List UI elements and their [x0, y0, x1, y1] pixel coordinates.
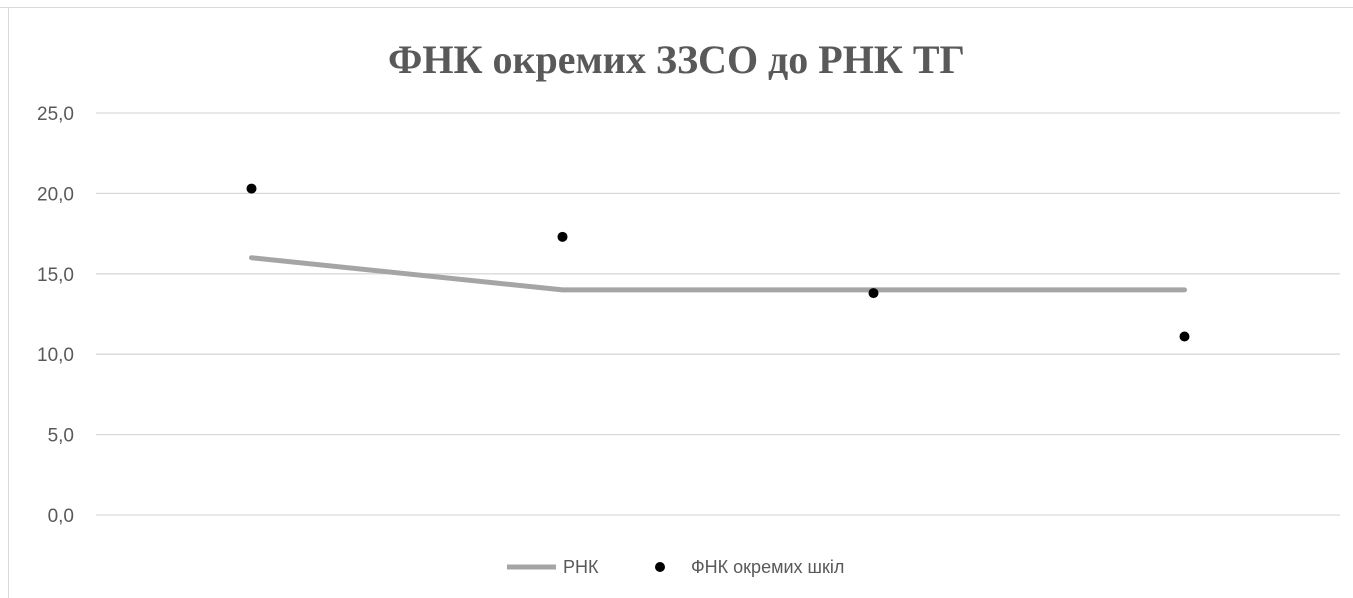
school-data-point — [1179, 331, 1190, 342]
legend-marker-swatch — [655, 562, 665, 572]
legend-label-schools: ФНК окремих шкіл — [691, 557, 844, 577]
y-tick-label: 20,0 — [37, 184, 74, 205]
legend-label-rnk: РНК — [563, 557, 599, 577]
school-data-point — [868, 288, 879, 299]
y-tick-label: 5,0 — [48, 426, 74, 447]
chart-title: ФНК окремих ЗЗСО до РНК ТГ — [388, 37, 965, 82]
y-tick-label: 10,0 — [37, 345, 74, 366]
rnk-series-line — [249, 255, 1187, 293]
y-tick-label: 15,0 — [37, 265, 74, 286]
chart-frame-top-border — [0, 7, 1353, 8]
y-tick-label: 0,0 — [48, 506, 74, 527]
school-data-point — [557, 231, 568, 242]
school-data-point — [246, 183, 257, 194]
chart-frame-left-border — [8, 7, 9, 598]
y-tick-label: 25,0 — [37, 104, 74, 125]
